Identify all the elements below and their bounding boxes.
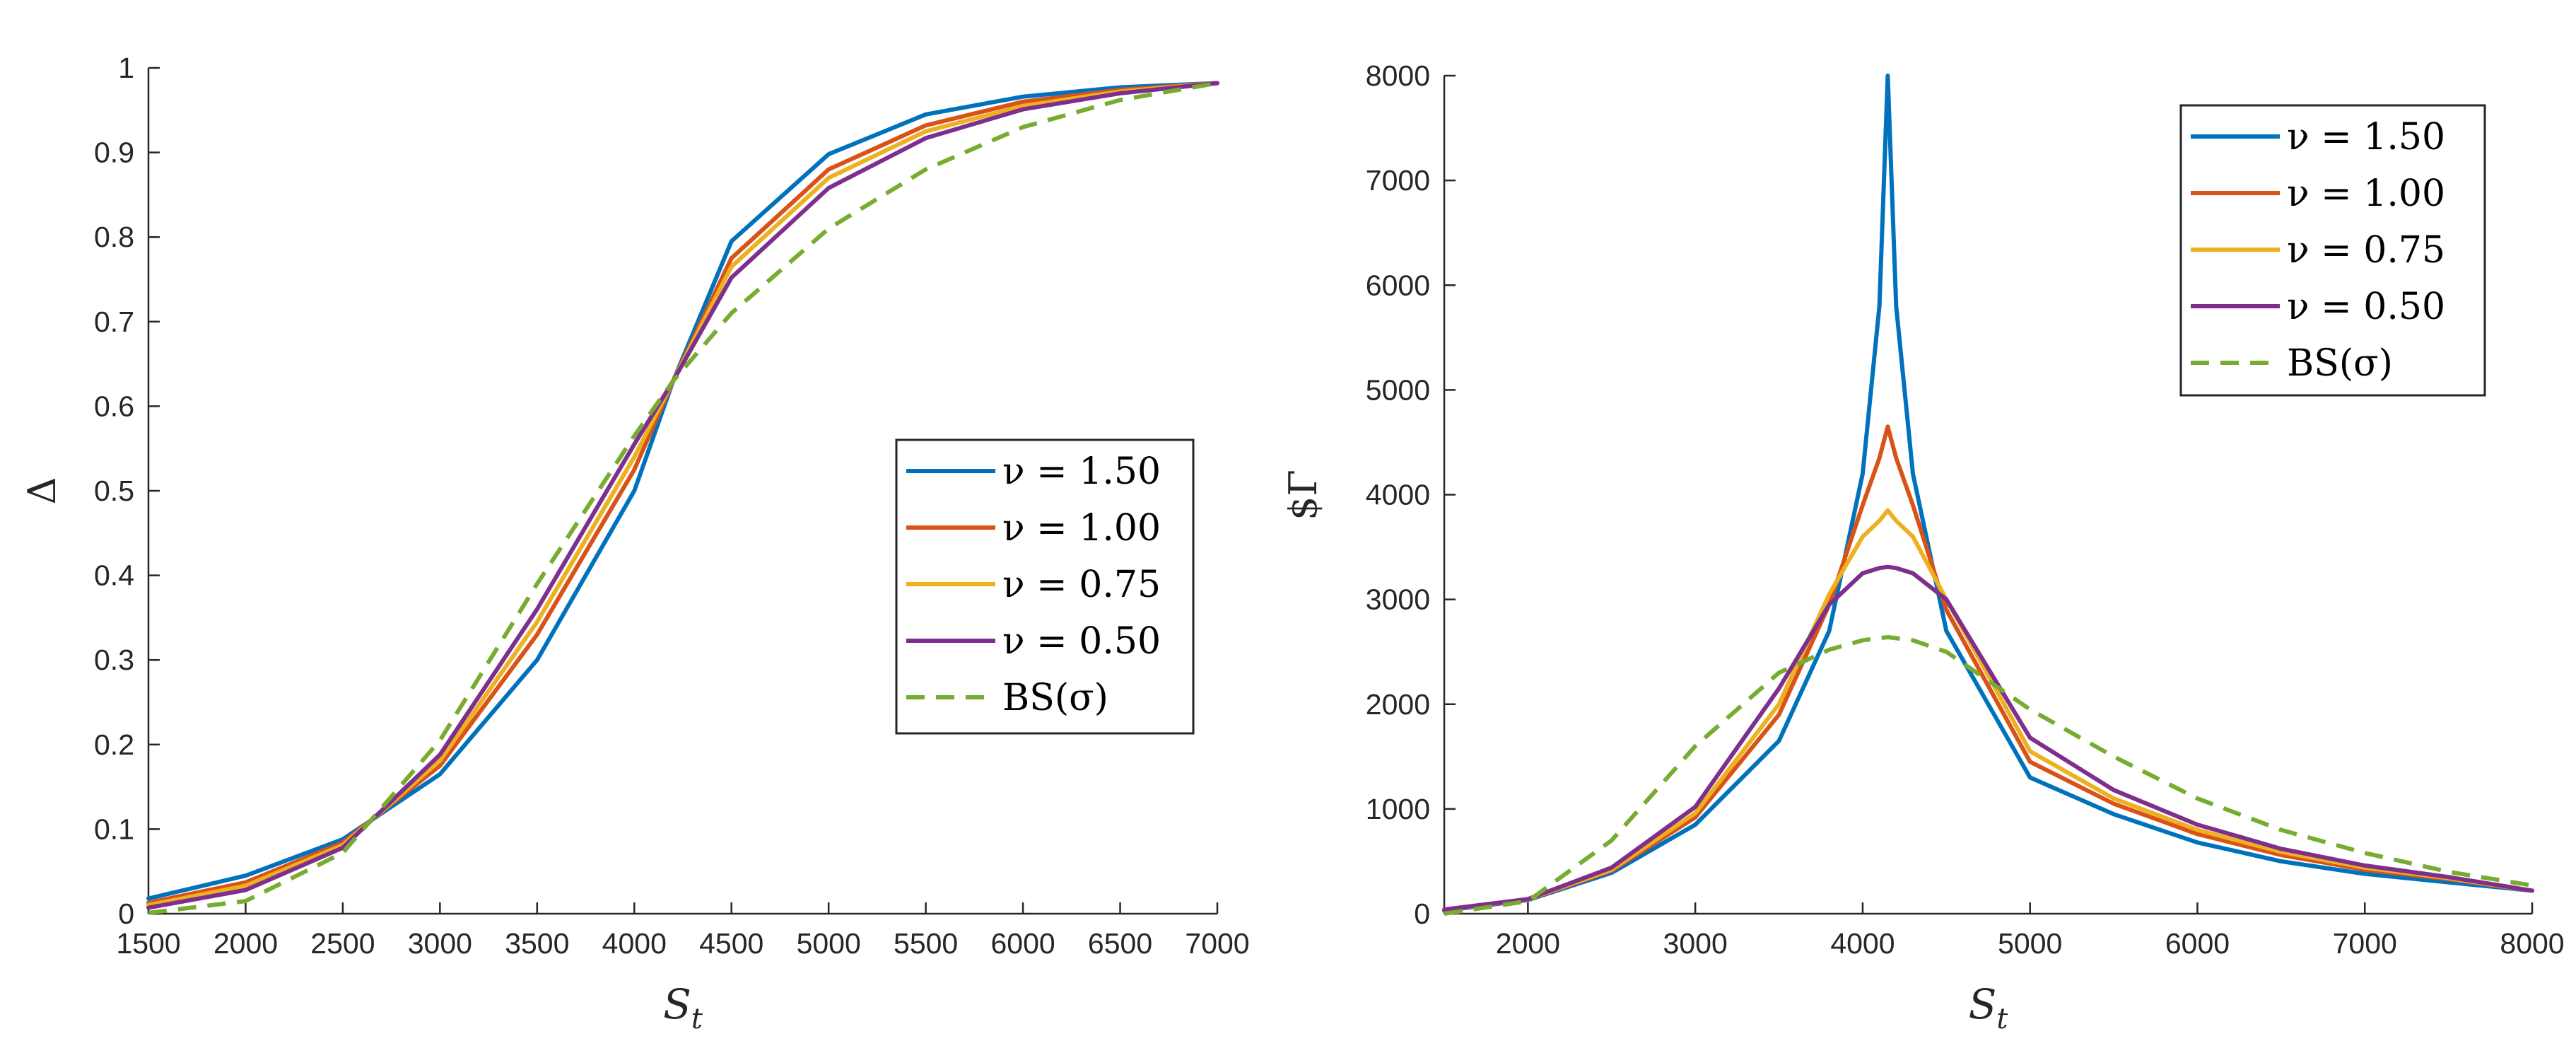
legend-label-0-75: ν = 0.75 [2287,229,2445,272]
x-tick-label-8000: 8000 [2500,927,2564,960]
legend-box [895,438,1195,735]
y-tick-label-0-8: 0.8 [94,221,134,253]
y-tick-label-5000: 5000 [1366,373,1430,406]
x-tick-label-2000: 2000 [213,927,278,960]
y-tick-label-0-6: 0.6 [94,390,134,422]
x-tick-label-4000: 4000 [1830,927,1895,960]
x-tick-label-3000: 3000 [1663,927,1728,960]
y-tick-label-0: 0 [118,897,134,930]
y-tick-label-0-9: 0.9 [94,136,134,169]
x-tick-label-3500: 3500 [505,927,569,960]
x-tick-label-5000: 5000 [1998,927,2062,960]
x-tick-label-4000: 4000 [602,927,667,960]
x-tick-label-2000: 2000 [1496,927,1560,960]
y-tick-label-0-3: 0.3 [94,644,134,676]
legend-label-0-50: ν = 0.50 [1002,620,1161,663]
legend-label-1-50: ν = 1.50 [2287,116,2445,158]
y-tick-label-1: 1 [118,52,134,84]
legend-label-1-50: ν = 1.50 [1002,450,1161,493]
x-tick-label-5000: 5000 [797,927,861,960]
y-tick-label-0-4: 0.4 [94,559,134,592]
legend-label-bs: BS(σ) [2287,342,2393,385]
series-line-1-50 [1442,74,2534,913]
y-tick-label-0-1: 0.1 [94,813,134,845]
x-tick-label-6000: 6000 [2165,927,2230,960]
x-tick-label-7000: 7000 [1185,927,1249,960]
x-tick-label-4500: 4500 [699,927,763,960]
y-axis-label: Δ [20,477,64,505]
y-tick-label-3000: 3000 [1366,583,1430,616]
legend-label-1-00: ν = 1.00 [1002,507,1161,549]
legend-label-1-00: ν = 1.00 [2287,173,2445,215]
delta-chart: 1500 2000 2500 3000 3500 4000 4500 5000 5500 6000… [20,52,1250,1035]
legend-label-0-50: ν = 0.50 [2287,286,2445,328]
y-tick-label-0: 0 [1414,897,1430,930]
legend-label-bs: BS(σ) [1002,677,1108,719]
x-tick-label-6500: 6500 [1088,927,1152,960]
y-axis-label: $Γ [1281,470,1325,520]
y-tick-label-0-2: 0.2 [94,728,134,761]
x-tick-label-1500: 1500 [116,927,180,960]
y-tick-label-1000: 1000 [1366,793,1430,825]
y-tick-label-2000: 2000 [1366,688,1430,721]
x-axis-label: St [663,980,703,1035]
legend-label-0-75: ν = 0.75 [1002,564,1161,606]
y-tick-label-6000: 6000 [1366,269,1430,301]
y-tick-label-0-7: 0.7 [94,306,134,338]
y-tick-label-0-5: 0.5 [94,475,134,507]
x-tick-label-5500: 5500 [894,927,958,960]
x-axis-label: St [1969,980,2009,1035]
y-tick-label-4000: 4000 [1366,479,1430,511]
y-tick-label-8000: 8000 [1366,59,1430,92]
series-line-0-50 [1442,564,2534,912]
x-tick-label-3000: 3000 [408,927,472,960]
x-tick-label-2500: 2500 [310,927,375,960]
x-tick-label-7000: 7000 [2333,927,2397,960]
gamma-chart: 2000 3000 4000 5000 6000 7000 8000 0 1000 2000 300… [1281,59,2565,1035]
series-line-bs [1444,635,2533,916]
y-tick-label-7000: 7000 [1366,164,1430,197]
series-line-0-75 [1442,508,2534,912]
series-line-bs [148,81,1218,915]
series-line-1-00 [1442,424,2534,912]
x-tick-label-6000: 6000 [990,927,1055,960]
